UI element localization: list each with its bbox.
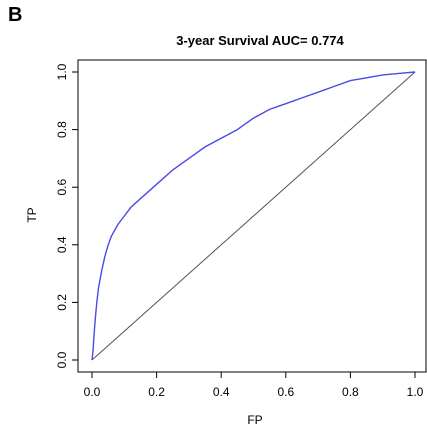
y-axis: 0.0 0.2 0.4 0.6 0.8 1.0 [55,63,78,368]
x-tick-label: 0.4 [213,385,230,399]
x-tick-label: 0.6 [277,385,294,399]
series-layer [91,71,416,361]
x-axis-title: FP [247,413,262,427]
x-axis: 0.0 0.2 0.4 0.6 0.8 1.0 [84,372,424,399]
plot-frame [77,59,427,373]
y-tick-label: 0.6 [55,179,69,196]
reference-diagonal [91,71,416,361]
x-tick-label: 0.2 [148,385,165,399]
chart-title: 3-year Survival AUC= 0.774 [176,33,344,48]
roc-curve [91,71,416,361]
y-tick-label: 0.0 [55,351,69,368]
x-tick-label: 0.8 [342,385,359,399]
y-tick-label: 1.0 [55,63,69,80]
y-axis-title: TP [25,207,39,222]
x-tick-label: 1.0 [407,385,424,399]
y-tick-label: 0.4 [55,236,69,253]
x-tick-label: 0.0 [84,385,101,399]
y-tick-label: 0.2 [55,294,69,311]
y-tick-label: 0.8 [55,121,69,138]
panel-letter: B [8,4,23,26]
